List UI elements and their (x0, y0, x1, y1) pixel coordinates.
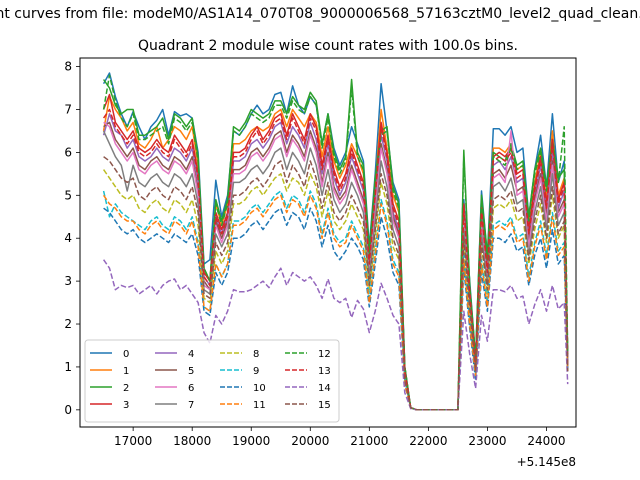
y-tick-label: 7 (64, 102, 72, 116)
legend-label-7: 7 (188, 400, 194, 411)
series-line-14 (102, 259, 569, 411)
legend-box (84, 339, 340, 423)
legend-label-2: 2 (123, 383, 129, 394)
y-tick-label: 0 (64, 403, 72, 417)
y-tick-label: 1 (64, 360, 72, 374)
series-line-10 (103, 207, 569, 411)
series-line-8 (102, 169, 569, 411)
series-line-13 (102, 108, 569, 411)
legend-label-11: 11 (253, 400, 266, 411)
x-offset-label: +5.145e8 (517, 455, 576, 469)
series-line-12 (102, 74, 569, 411)
x-tick-label: 19000 (232, 434, 270, 448)
series-line-9 (102, 190, 569, 411)
legend-label-10: 10 (253, 383, 266, 394)
plot-frame (79, 57, 577, 428)
x-axis: 17000 18000 19000 20000 21000 22000 23000 24000 (114, 427, 566, 448)
series-line-0 (102, 72, 569, 411)
x-tick-label: 24000 (527, 434, 565, 448)
y-axis: 0 1 2 3 4 5 6 7 8 (64, 60, 80, 417)
y-tick-label: 5 (64, 188, 72, 202)
x-tick-label: 21000 (350, 434, 388, 448)
legend-label-14: 14 (318, 383, 331, 394)
series-line-15 (103, 156, 569, 411)
y-tick-label: 6 (64, 145, 72, 159)
figure-suptitle: Light curves from file: modeM0/AS1A14_07… (0, 6, 640, 22)
legend-label-15: 15 (318, 400, 331, 411)
legend-label-6: 6 (188, 383, 194, 394)
x-tick-label: 18000 (173, 434, 211, 448)
plot-area (102, 72, 569, 411)
legend-label-5: 5 (188, 366, 194, 377)
y-tick-label: 3 (64, 274, 72, 288)
x-tick-label: 23000 (468, 434, 506, 448)
legend-label-12: 12 (318, 349, 331, 360)
legend-label-8: 8 (253, 349, 259, 360)
legend-label-13: 13 (318, 366, 331, 377)
legend-label-1: 1 (123, 366, 129, 377)
y-tick-label: 8 (64, 60, 72, 74)
x-tick-label: 22000 (409, 434, 447, 448)
series-line-11 (102, 194, 569, 411)
y-tick-label: 2 (64, 317, 72, 331)
chart-title: Quadrant 2 module wise count rates with … (138, 38, 518, 54)
x-tick-label: 17000 (114, 434, 152, 448)
legend-label-3: 3 (123, 400, 129, 411)
y-tick-label: 4 (64, 231, 72, 245)
legend-label-9: 9 (253, 366, 259, 377)
legend-label-4: 4 (188, 349, 194, 360)
x-tick-label: 20000 (291, 434, 329, 448)
legend-label-0: 0 (123, 349, 129, 360)
